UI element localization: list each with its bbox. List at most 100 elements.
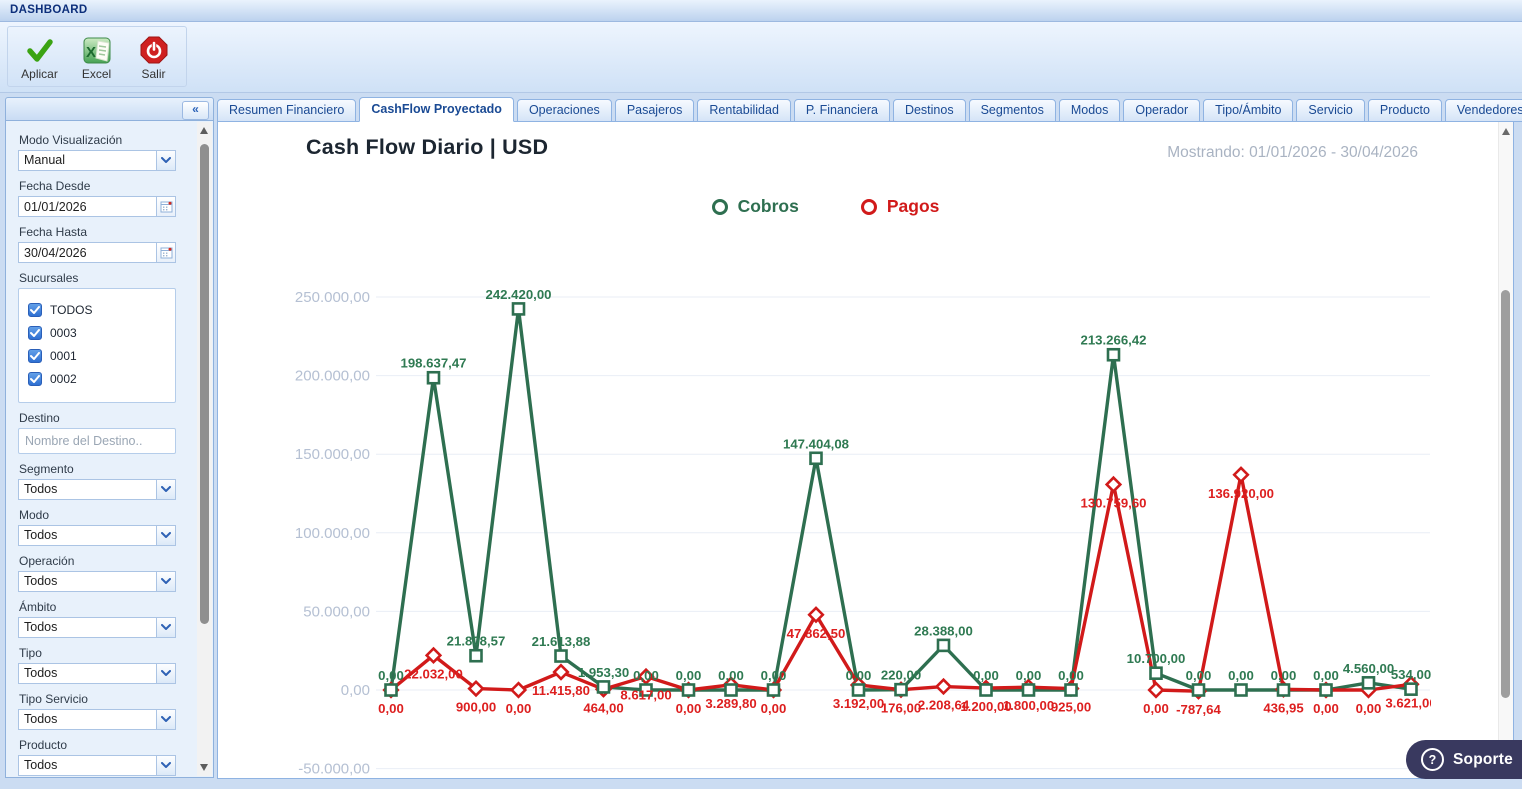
cobros-point[interactable] xyxy=(1404,682,1418,696)
pagos-data-label: 0,00 xyxy=(1356,701,1382,716)
tab-vendedores[interactable]: Vendedores xyxy=(1444,99,1522,122)
checkbox-0003[interactable] xyxy=(28,325,42,340)
tab-producto[interactable]: Producto xyxy=(1367,99,1442,122)
select-dropdown-button[interactable] xyxy=(156,571,176,592)
pagos-point[interactable] xyxy=(467,679,485,698)
cobros-point[interactable] xyxy=(1276,683,1291,697)
date-input-fecha-hasta[interactable] xyxy=(18,242,156,263)
select-dropdown-button[interactable] xyxy=(156,755,176,776)
filter-fields: Modo Visualización Manual Fecha Desde Fecha… xyxy=(6,121,196,777)
select-modo[interactable]: Todos xyxy=(18,525,176,546)
cobros-point[interactable] xyxy=(766,683,781,697)
pagos-point[interactable] xyxy=(1104,475,1123,494)
pagos-point[interactable] xyxy=(1232,466,1250,484)
scroll-up-icon[interactable] xyxy=(1502,128,1510,135)
cobros-point[interactable] xyxy=(809,451,823,466)
select-segmento[interactable]: Todos xyxy=(18,479,176,500)
cobros-point[interactable] xyxy=(979,683,993,697)
tab-tipo-mbito[interactable]: Tipo/Ámbito xyxy=(1203,99,1294,122)
pagos-point[interactable] xyxy=(934,677,953,696)
tab-segmentos[interactable]: Segmentos xyxy=(968,99,1056,122)
pagos-point[interactable] xyxy=(509,681,528,699)
legend-item-cobros[interactable]: Cobros xyxy=(711,196,799,217)
tab-pasajeros[interactable]: Pasajeros xyxy=(614,99,695,122)
pagos-point[interactable] xyxy=(424,646,443,665)
cobros-point[interactable] xyxy=(511,302,526,316)
pagos-point[interactable] xyxy=(552,663,570,681)
tab-operaciones[interactable]: Operaciones xyxy=(516,99,612,122)
cobros-point[interactable] xyxy=(1149,666,1163,680)
tab-rentabilidad[interactable]: Rentabilidad xyxy=(697,99,791,122)
cobros-point[interactable] xyxy=(1234,683,1248,697)
cobros-point[interactable] xyxy=(1106,347,1121,362)
tab-p-financiera[interactable]: P. Financiera xyxy=(793,99,890,122)
tab-cashflow-proyectado[interactable]: CashFlow Proyectado xyxy=(359,97,514,122)
checkbox-0002[interactable] xyxy=(28,371,42,386)
cobros-point[interactable] xyxy=(1064,683,1078,697)
select-tipo[interactable]: Todos xyxy=(18,663,176,684)
sidebar-body: Modo Visualización Manual Fecha Desde Fecha… xyxy=(5,121,214,778)
select-dropdown-button[interactable] xyxy=(156,525,176,546)
support-label: Soporte xyxy=(1453,750,1513,768)
cobros-point[interactable] xyxy=(1191,683,1206,697)
select-modo-visualizaci-n[interactable]: Manual xyxy=(18,150,176,171)
cobros-point[interactable] xyxy=(639,683,653,697)
cobros-point[interactable] xyxy=(384,683,398,697)
select-dropdown-button[interactable] xyxy=(156,617,176,638)
cobros-point[interactable] xyxy=(426,370,441,385)
cobros-point[interactable] xyxy=(936,638,951,653)
tab-servicio[interactable]: Servicio xyxy=(1296,99,1365,122)
support-button[interactable]: ? Soporte xyxy=(1406,740,1522,779)
tab-destinos[interactable]: Destinos xyxy=(892,99,966,122)
calendar-button[interactable] xyxy=(156,196,176,217)
sidebar-scrollbar[interactable] xyxy=(197,122,212,776)
cobros-data-label: 147.404,08 xyxy=(783,436,849,451)
cobros-point[interactable] xyxy=(724,683,738,697)
salir-button[interactable]: Salir xyxy=(125,33,182,81)
select-tipo-servicio[interactable]: Todos xyxy=(18,709,176,730)
select-dropdown-button[interactable] xyxy=(156,150,176,171)
date-input-fecha-desde[interactable] xyxy=(18,196,156,217)
cobros-data-label: 1.953,30 xyxy=(578,665,629,680)
calendar-button[interactable] xyxy=(156,242,176,263)
checkbox-0001[interactable] xyxy=(28,348,42,363)
sidebar-scrollbar-thumb[interactable] xyxy=(200,144,209,624)
tab-operador[interactable]: Operador xyxy=(1123,99,1201,122)
cobros-point[interactable] xyxy=(596,680,611,694)
cobros-point[interactable] xyxy=(1361,676,1376,690)
pagos-point[interactable] xyxy=(1147,681,1165,699)
select-dropdown-button[interactable] xyxy=(156,479,176,500)
cobros-point[interactable] xyxy=(894,682,908,697)
select-operaci-n[interactable]: Todos xyxy=(18,571,176,592)
select-producto[interactable]: Todos xyxy=(18,755,176,776)
tab-modos[interactable]: Modos xyxy=(1058,99,1121,122)
pagos-point[interactable] xyxy=(807,606,825,624)
checkbox-row-0003[interactable]: 0003 xyxy=(28,321,175,344)
select-dropdown-button[interactable] xyxy=(156,709,176,730)
select-dropdown-button[interactable] xyxy=(156,663,176,684)
scroll-up-icon[interactable] xyxy=(200,127,208,134)
checkbox-todos[interactable] xyxy=(28,302,42,317)
legend-label: Pagos xyxy=(886,196,940,216)
select-mbito[interactable]: Todos xyxy=(18,617,176,638)
tab-resumen-financiero[interactable]: Resumen Financiero xyxy=(217,99,357,122)
scroll-down-icon[interactable] xyxy=(200,764,208,771)
chart-scrollbar[interactable] xyxy=(1498,122,1513,778)
chart-scrollbar-thumb[interactable] xyxy=(1501,290,1510,698)
checkbox-row-0001[interactable]: 0001 xyxy=(28,344,175,367)
cobros-point[interactable] xyxy=(1319,683,1333,697)
aplicar-button[interactable]: Aplicar xyxy=(11,33,68,81)
cobros-point[interactable] xyxy=(681,683,696,697)
check-icon xyxy=(26,38,53,62)
cobros-point[interactable] xyxy=(1021,683,1036,697)
checkbox-row-todos[interactable]: TODOS xyxy=(28,298,175,321)
sidebar-collapse-button[interactable]: « xyxy=(182,101,209,120)
cobros-point[interactable] xyxy=(851,683,866,697)
y-tick-label: 200.000,00 xyxy=(295,368,370,385)
cobros-point[interactable] xyxy=(469,648,483,663)
excel-button[interactable]: X Excel xyxy=(68,33,125,81)
destino-input[interactable] xyxy=(18,428,176,454)
checkbox-row-0002[interactable]: 0002 xyxy=(28,367,175,390)
legend-item-pagos[interactable]: Pagos xyxy=(860,196,940,217)
cobros-point[interactable] xyxy=(554,649,568,663)
